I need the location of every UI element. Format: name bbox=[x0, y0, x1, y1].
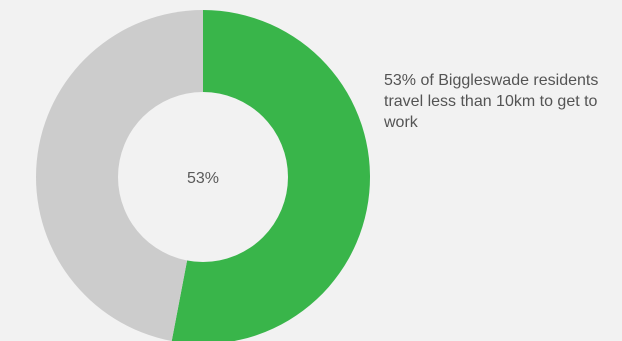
center-value-label: 53% bbox=[187, 170, 219, 187]
chart-annotation: 53% of Biggleswade residents travel less… bbox=[384, 72, 599, 131]
donut-hole bbox=[118, 92, 288, 262]
